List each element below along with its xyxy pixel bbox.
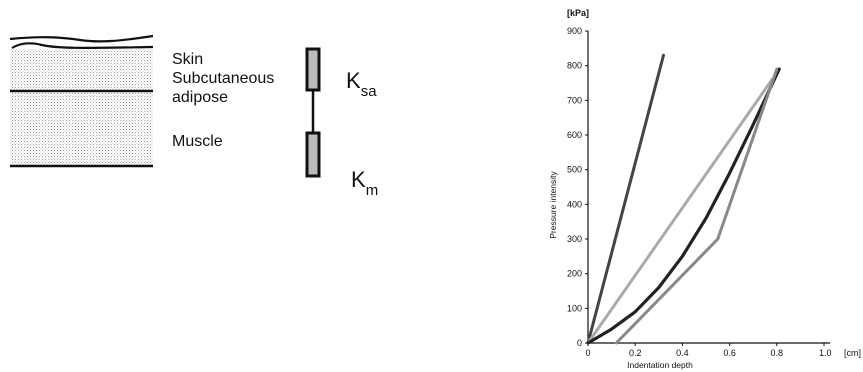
label-adipose: adipose [172,89,229,106]
x-tick-label: 0.8 [771,348,784,358]
x-tick-label: 0.2 [629,348,642,358]
subcutaneous-layer [10,49,153,90]
muscle-layer [10,93,153,165]
spring-model [305,47,321,178]
x-tick-label: 0 [585,348,590,358]
x-tick-label: 1.0 [819,348,832,358]
label-skin: Skin [172,51,204,68]
y-tick-label: 500 [567,165,582,175]
y-tick-label: 600 [567,130,582,140]
series-line-1 [586,53,665,345]
y-unit-label: [kPa] [567,8,589,18]
series-line-3 [586,67,781,345]
k-sa-label: Ksa [346,68,377,100]
skin-surface-line [9,34,154,43]
y-tick-label: 0 [577,338,582,348]
y-tick-label: 300 [567,234,582,244]
skin-inner-line [11,42,154,49]
y-tick-label: 800 [567,61,582,71]
y-axis-title: Pressure intensity [548,170,558,238]
series-line-4 [614,67,779,345]
pressure-indentation-chart: [kPa] 0 100 200 300 400 500 600 700 800 900 0 0.2 0.… [548,8,861,370]
k-m-label: Km [351,167,379,199]
y-tick-label: 100 [567,303,582,313]
label-subcutaneous: Subcutaneous [172,70,275,87]
y-tick-label: 900 [567,26,582,36]
y-tick-label: 200 [567,269,582,279]
spring-ksa [305,47,321,92]
x-unit-label: [cm] [844,348,861,358]
spring-km [305,131,321,178]
series-line-2 [586,78,774,345]
y-tick-label: 400 [567,199,582,209]
x-tick-label: 0.6 [723,348,736,358]
x-axis-title: Indentation depth [627,360,693,370]
label-muscle: Muscle [172,133,223,150]
y-tick-label: 700 [567,95,582,105]
x-tick-label: 0.4 [676,348,689,358]
tissue-layer-diagram [9,34,154,168]
